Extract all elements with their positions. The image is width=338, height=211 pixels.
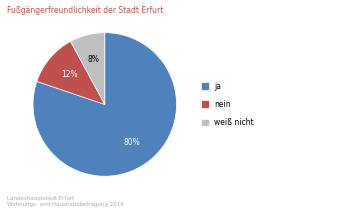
Wedge shape [71, 33, 105, 104]
Text: 8%: 8% [87, 55, 99, 64]
Legend: ja, nein, weiß nicht: ja, nein, weiß nicht [202, 82, 254, 127]
Text: 80%: 80% [124, 138, 140, 147]
Text: Fußgängerfreundlichkeit der Stadt Erfurt: Fußgängerfreundlichkeit der Stadt Erfurt [7, 6, 163, 15]
Wedge shape [33, 33, 176, 176]
Text: 12%: 12% [61, 70, 77, 79]
Text: Landeshauptstadt Erfurt
Wohnungs- und Haushaltsbefragung 2016: Landeshauptstadt Erfurt Wohnungs- und Ha… [7, 196, 123, 207]
Wedge shape [37, 41, 105, 104]
